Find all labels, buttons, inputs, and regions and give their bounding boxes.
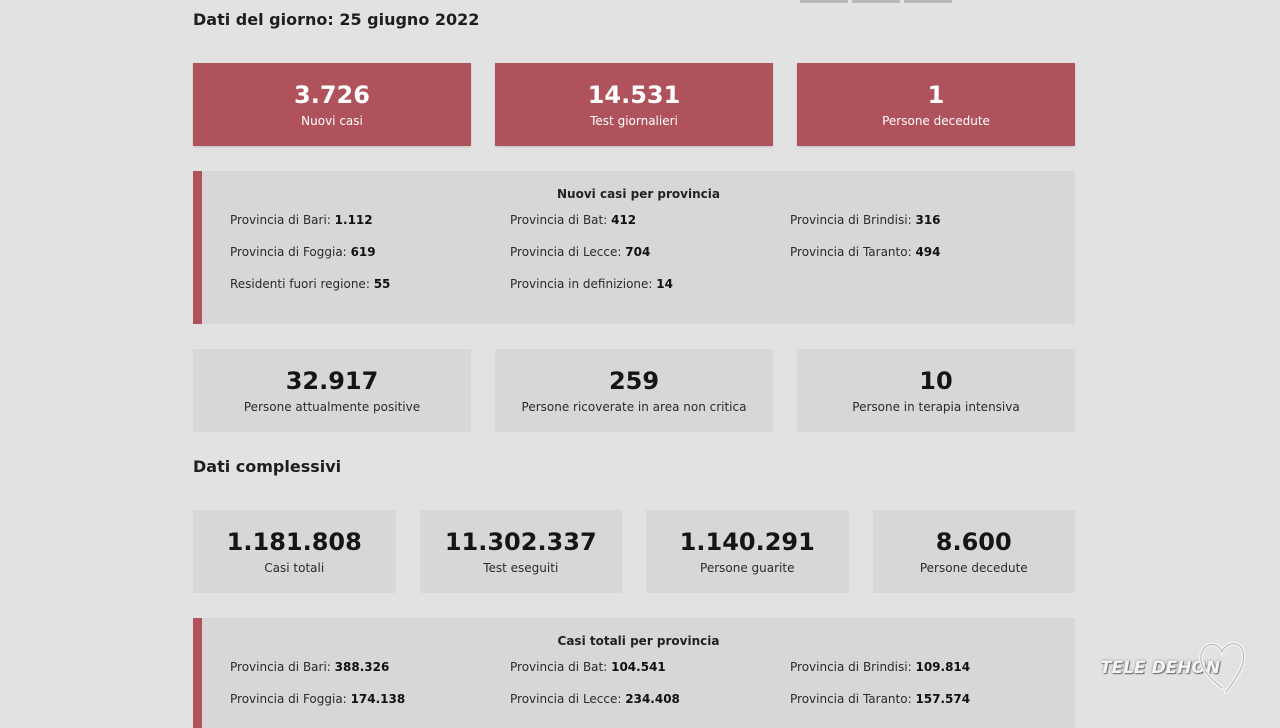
daily-tests-label: Test giornalieri bbox=[590, 113, 678, 128]
overall-summary-cards: 1.181.808 Casi totali 11.302.337 Test es… bbox=[193, 510, 1075, 593]
province-total-bat: Provincia di Bat: 104.541 bbox=[510, 660, 666, 674]
recovered-card: 1.140.291 Persone guarite bbox=[646, 510, 849, 593]
province-item-brindisi: Provincia di Brindisi: 316 bbox=[790, 213, 941, 227]
total-cases-by-province-title: Casi totali per provincia bbox=[557, 634, 720, 648]
daily-tests-value: 14.531 bbox=[587, 80, 681, 109]
province-total-lecce: Provincia di Lecce: 234.408 bbox=[510, 692, 680, 706]
daily-deaths-value: 1 bbox=[927, 80, 945, 109]
daily-data-title: Dati del giorno: 25 giugno 2022 bbox=[193, 10, 480, 29]
hospitalized-value: 259 bbox=[608, 366, 660, 395]
total-deaths-value: 8.600 bbox=[935, 527, 1012, 556]
overall-data-title: Dati complessivi bbox=[193, 457, 342, 476]
new-cases-province-grid: Provincia di Bari: 1.112 Provincia di Ba… bbox=[230, 211, 1075, 293]
total-cases-card: 1.181.808 Casi totali bbox=[193, 510, 396, 593]
total-cases-label: Casi totali bbox=[264, 560, 325, 575]
hospitalized-label: Persone ricoverate in area non critica bbox=[521, 399, 747, 414]
total-cases-value: 1.181.808 bbox=[226, 527, 362, 556]
top-decoration bbox=[800, 0, 952, 3]
recovered-value: 1.140.291 bbox=[679, 527, 815, 556]
province-total-bari: Provincia di Bari: 388.326 bbox=[230, 660, 390, 674]
daily-deaths-label: Persone decedute bbox=[882, 113, 990, 128]
watermark-text: TELE DEHON bbox=[1100, 658, 1221, 678]
intensive-care-value: 10 bbox=[919, 366, 953, 395]
daily-tests-card: 14.531 Test giornalieri bbox=[495, 63, 773, 146]
province-item-bat: Provincia di Bat: 412 bbox=[510, 213, 637, 227]
recovered-label: Persone guarite bbox=[700, 560, 795, 575]
total-cases-province-grid: Provincia di Bari: 388.326 Provincia di … bbox=[230, 658, 1075, 708]
daily-deaths-card: 1 Persone decedute bbox=[797, 63, 1075, 146]
new-cases-card: 3.726 Nuovi casi bbox=[193, 63, 471, 146]
daily-status-cards: 32.917 Persone attualmente positive 259 … bbox=[193, 349, 1075, 432]
new-cases-value: 3.726 bbox=[294, 80, 370, 109]
total-cases-by-province-box: Casi totali per provincia Provincia di B… bbox=[193, 618, 1075, 728]
province-item-undefined: Provincia in definizione: 14 bbox=[510, 277, 673, 291]
new-cases-by-province-box: Nuovi casi per provincia Provincia di Ba… bbox=[193, 171, 1075, 324]
province-item-foggia: Provincia di Foggia: 619 bbox=[230, 245, 376, 259]
intensive-care-label: Persone in terapia intensiva bbox=[852, 399, 1020, 414]
new-cases-label: Nuovi casi bbox=[301, 113, 363, 128]
province-item-taranto: Provincia di Taranto: 494 bbox=[790, 245, 941, 259]
new-cases-by-province-title: Nuovi casi per provincia bbox=[557, 187, 720, 201]
intensive-care-card: 10 Persone in terapia intensiva bbox=[797, 349, 1075, 432]
tele-dehon-watermark: TELE DEHON bbox=[1100, 636, 1250, 698]
daily-summary-cards: 3.726 Nuovi casi 14.531 Test giornalieri… bbox=[193, 63, 1075, 146]
currently-positive-card: 32.917 Persone attualmente positive bbox=[193, 349, 471, 432]
currently-positive-value: 32.917 bbox=[285, 366, 379, 395]
province-item-out-of-region: Residenti fuori regione: 55 bbox=[230, 277, 391, 291]
currently-positive-label: Persone attualmente positive bbox=[243, 399, 421, 414]
province-item-bari: Provincia di Bari: 1.112 bbox=[230, 213, 373, 227]
heart-outline-icon bbox=[1198, 641, 1246, 694]
total-tests-value: 11.302.337 bbox=[444, 527, 597, 556]
province-total-foggia: Provincia di Foggia: 174.138 bbox=[230, 692, 406, 706]
total-tests-label: Test eseguiti bbox=[483, 560, 559, 575]
hospitalized-card: 259 Persone ricoverate in area non criti… bbox=[495, 349, 773, 432]
total-deaths-card: 8.600 Persone decedute bbox=[872, 510, 1075, 593]
province-total-brindisi: Provincia di Brindisi: 109.814 bbox=[790, 660, 971, 674]
total-tests-card: 11.302.337 Test eseguiti bbox=[419, 510, 622, 593]
total-deaths-label: Persone decedute bbox=[919, 560, 1028, 575]
province-item-lecce: Provincia di Lecce: 704 bbox=[510, 245, 651, 259]
province-total-taranto: Provincia di Taranto: 157.574 bbox=[790, 692, 971, 706]
